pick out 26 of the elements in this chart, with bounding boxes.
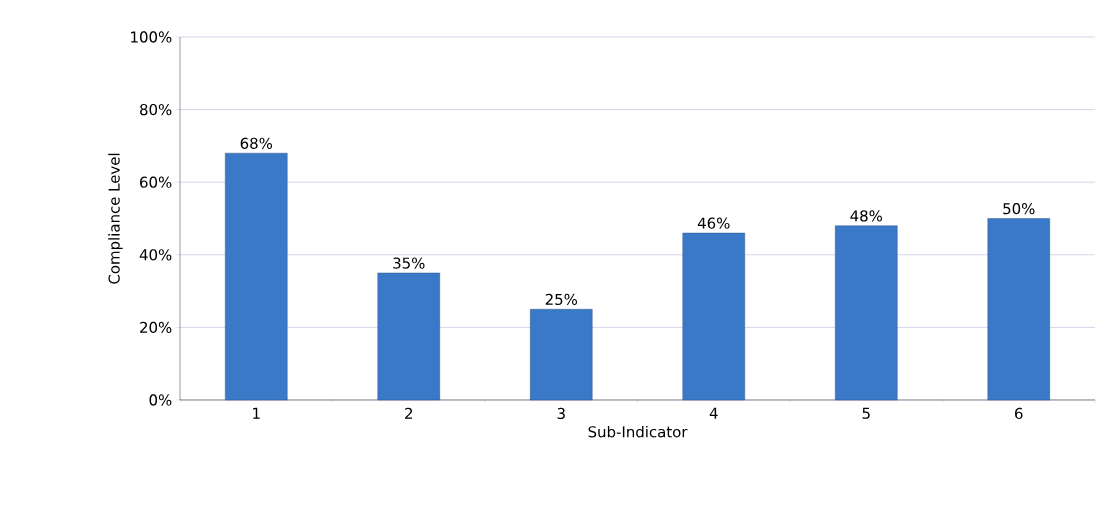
- data-label: 48%: [850, 210, 883, 222]
- bar: [377, 272, 440, 401]
- x-tick-label: 2: [405, 407, 413, 419]
- x-tick-label: 1: [253, 407, 260, 419]
- x-tick-label: 4: [709, 407, 718, 419]
- x-tick-label: 3: [557, 407, 565, 420]
- x-tick-label: 6: [1015, 407, 1023, 420]
- data-label: 68%: [240, 137, 273, 149]
- data-label: 25%: [545, 293, 578, 306]
- data-label: 35%: [393, 257, 425, 269]
- data-label: 46%: [697, 217, 730, 229]
- bar: [987, 218, 1050, 401]
- bar: [530, 309, 593, 401]
- bar: [225, 152, 288, 401]
- y-tick-label: 80%: [140, 103, 172, 116]
- y-tick-label: 0%: [149, 394, 172, 406]
- y-tick-label: 60%: [140, 176, 172, 188]
- y-tick-label: 40%: [139, 249, 172, 261]
- bar: [835, 225, 898, 401]
- y-tick-label: 20%: [140, 321, 172, 334]
- x-axis-title: Sub-Indicator: [588, 425, 688, 438]
- y-tick-label: 100%: [131, 31, 172, 43]
- data-label: 50%: [1003, 202, 1035, 215]
- x-tick-label: 5: [862, 407, 870, 419]
- bar: [682, 232, 745, 401]
- y-axis-title: Compliance Level: [108, 153, 123, 284]
